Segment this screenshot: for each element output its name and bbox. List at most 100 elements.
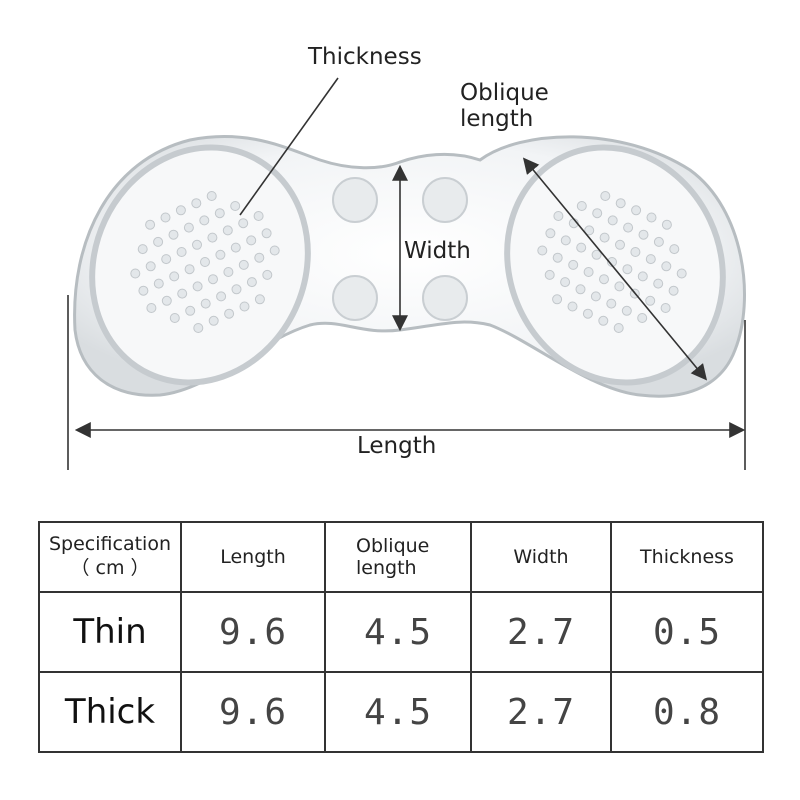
texture-dot	[262, 269, 273, 280]
texture-dot	[185, 305, 196, 316]
texture-dot	[661, 219, 672, 230]
texture-dot	[607, 215, 618, 226]
length-label: Length	[357, 433, 437, 459]
texture-dot	[567, 301, 578, 312]
texture-dot	[153, 236, 164, 247]
thickness-label: Thickness	[308, 44, 422, 70]
texture-dot	[622, 264, 633, 275]
texture-dot	[660, 303, 671, 313]
texture-dot	[246, 277, 257, 288]
thickness-leader-line	[239, 77, 339, 216]
texture-dot	[676, 268, 687, 279]
oblique-length-label: Oblique length	[460, 80, 549, 133]
middle-bumps	[332, 177, 468, 321]
texture-dot	[668, 285, 679, 296]
texture-dot	[583, 267, 594, 277]
texture-dot	[177, 288, 188, 299]
texture-dot	[254, 252, 265, 263]
texture-dot	[191, 198, 202, 209]
texture-dot	[176, 247, 187, 257]
texture-dot	[153, 278, 164, 289]
texture-dot	[637, 313, 648, 323]
header-oblique-length-text: Oblique length	[356, 535, 430, 579]
table-row-thin: Thin 9.6 4.5 2.7 0.5	[38, 591, 764, 673]
header-width: Width	[470, 521, 612, 593]
specification-header: Specification （ cm ）	[38, 521, 182, 593]
texture-dot	[169, 271, 180, 282]
texture-dot	[592, 208, 603, 219]
texture-dot	[598, 315, 609, 326]
texture-dot	[200, 257, 210, 267]
oblique-length-arrow	[522, 157, 708, 381]
texture-dot	[631, 205, 642, 216]
texture-dot	[224, 308, 235, 319]
texture-dot	[230, 201, 241, 211]
texture-dot	[215, 249, 226, 260]
texture-dot	[208, 315, 219, 326]
texture-dot	[576, 201, 587, 211]
texture-dot	[261, 228, 272, 239]
specification-header-text: Specification （ cm ）	[49, 533, 171, 579]
texture-dot	[599, 274, 609, 285]
texture-dot	[193, 323, 204, 333]
texture-dot	[168, 229, 179, 240]
texture-dot	[552, 294, 563, 305]
specification-table: Specification （ cm ） Length Oblique leng…	[38, 521, 764, 753]
texture-dot	[582, 308, 593, 319]
thin-thickness-value: 0.5	[610, 591, 764, 673]
texture-dot	[161, 254, 172, 265]
thin-length-value: 9.6	[180, 591, 326, 673]
thin-width-value: 2.7	[470, 591, 612, 673]
texture-dot	[192, 281, 203, 292]
texture-dot	[646, 212, 657, 223]
header-length: Length	[180, 521, 326, 593]
texture-dot	[214, 208, 225, 219]
texture-dot	[238, 218, 249, 229]
texture-dot	[192, 239, 202, 250]
texture-dot	[238, 259, 249, 270]
texture-dot	[146, 303, 157, 313]
texture-dot	[175, 205, 186, 216]
texture-dot	[615, 239, 625, 250]
header-oblique-length: Oblique length	[324, 521, 472, 593]
table-header-row: Specification （ cm ） Length Oblique leng…	[38, 521, 764, 593]
texture-dot	[544, 269, 555, 280]
texture-dot	[590, 291, 601, 302]
thick-length-value: 9.6	[180, 671, 326, 753]
texture-dot	[130, 268, 141, 279]
thick-oblique-length-value: 4.5	[324, 671, 472, 753]
texture-dot	[239, 301, 250, 312]
texture-dot	[576, 242, 587, 253]
texture-dot	[637, 271, 648, 282]
texture-dot	[223, 267, 234, 277]
texture-dot	[638, 229, 649, 240]
texture-dot	[138, 285, 149, 296]
texture-dot	[206, 191, 217, 201]
texture-dot	[169, 313, 180, 323]
texture-dot	[230, 242, 241, 253]
row-label-thick: Thick	[38, 671, 182, 753]
texture-dot	[613, 323, 624, 333]
texture-dot	[606, 298, 617, 309]
texture-dot	[199, 215, 210, 226]
texture-dot	[645, 254, 656, 265]
texture-dot	[645, 295, 656, 306]
texture-dot	[560, 235, 571, 246]
texture-dot	[161, 295, 172, 306]
texture-dot	[669, 244, 680, 255]
texture-dot	[568, 259, 579, 270]
thin-oblique-length-value: 4.5	[324, 591, 472, 673]
texture-dot	[630, 247, 641, 257]
texture-dot	[246, 235, 257, 246]
texture-dot	[614, 281, 625, 292]
texture-dot	[553, 211, 564, 221]
texture-dot	[207, 232, 218, 243]
texture-dot	[253, 211, 264, 221]
texture-dot	[222, 225, 233, 236]
texture-dot	[254, 294, 265, 305]
texture-dot	[183, 222, 194, 233]
texture-dot	[200, 298, 211, 309]
left-dot-texture	[130, 191, 280, 333]
texture-dot	[600, 191, 611, 201]
table-row-thick: Thick 9.6 4.5 2.7 0.8	[38, 671, 764, 753]
